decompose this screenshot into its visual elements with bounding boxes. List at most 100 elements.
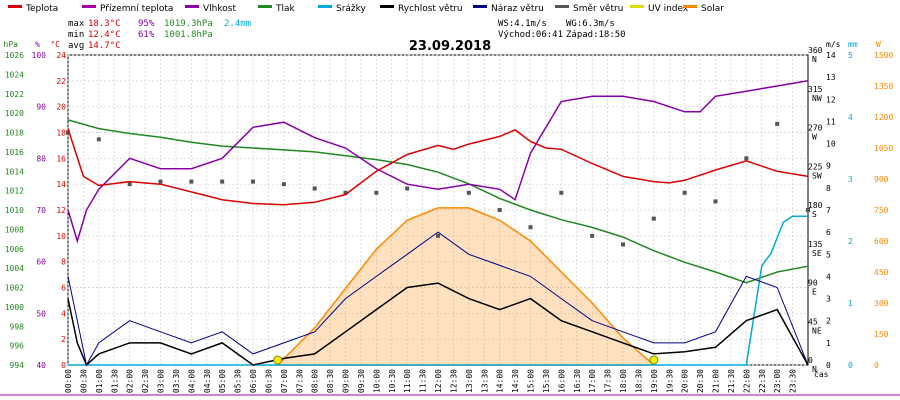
direction-degree-tick: 135 bbox=[808, 240, 823, 249]
x-tick-label: 23:00 bbox=[773, 369, 782, 393]
direction-compass-tick: S bbox=[812, 210, 817, 219]
hpa-axis-tick: 998 bbox=[10, 322, 25, 331]
x-tick-label: 05:30 bbox=[234, 369, 243, 393]
wind-direction-point bbox=[66, 130, 70, 135]
celsius-axis-tick: 24 bbox=[56, 51, 66, 60]
stats-min-label: min bbox=[68, 30, 84, 40]
ms-axis-tick: 7 bbox=[826, 206, 831, 215]
celsius-axis-tick: 22 bbox=[56, 77, 66, 86]
percent-axis-tick: 70 bbox=[36, 206, 46, 215]
w-axis-tick: 1350 bbox=[874, 82, 893, 91]
hpa-axis-tick: 1004 bbox=[5, 264, 24, 273]
hpa-axis-tick: 1010 bbox=[5, 206, 24, 215]
x-tick-label: 21:30 bbox=[727, 369, 736, 393]
x-tick-label: 00:30 bbox=[79, 369, 88, 393]
ms-axis-tick: 3 bbox=[826, 295, 831, 304]
legend-swatch-2 bbox=[185, 5, 199, 8]
percent-axis-tick: 90 bbox=[36, 103, 46, 112]
celsius-axis-tick: 2 bbox=[61, 335, 66, 344]
stats-max-label: max bbox=[68, 19, 85, 29]
direction-degree-tick: 315 bbox=[808, 85, 823, 94]
legend-swatch-6 bbox=[473, 5, 487, 8]
stats-panel: max 18.3°C 95% 1019.3hPa 2.4mm min 12.4°… bbox=[68, 19, 626, 51]
series-humidity bbox=[67, 80, 809, 244]
direction-compass-tick: N bbox=[812, 365, 817, 374]
direction-degree-tick: 360 bbox=[808, 46, 823, 55]
legend: Teplota Přízemní teplota Vlhkost Tlak Srážky… bbox=[8, 4, 724, 14]
percent-axis-tick: 40 bbox=[36, 361, 46, 370]
percent-axis-tick: 50 bbox=[36, 309, 46, 318]
wind-direction-point bbox=[744, 156, 749, 161]
hpa-axis-label: hPa bbox=[4, 40, 19, 49]
x-tick-label: 03:30 bbox=[172, 369, 181, 393]
ms-axis-tick: 6 bbox=[826, 228, 831, 237]
hpa-axis-tick: 1012 bbox=[5, 187, 24, 196]
percent-axis-tick: 100 bbox=[32, 51, 47, 60]
x-tick-label: 16:30 bbox=[573, 369, 582, 393]
wind-direction-point bbox=[251, 179, 255, 184]
hpa-axis-tick: 994 bbox=[10, 361, 25, 370]
axes: 00:00 00:30 01:00 01:30 02:00 02:30 03:00 03:30… bbox=[0, 40, 900, 396]
legend-label-1: Přízemní teplota bbox=[100, 4, 173, 14]
x-tick-label: 07:30 bbox=[295, 369, 304, 393]
wind-direction-point bbox=[220, 179, 225, 184]
hpa-axis-tick: 1018 bbox=[5, 129, 24, 138]
stats-ws: WS:4.1m/s bbox=[498, 19, 547, 29]
celsius-axis-tick: 6 bbox=[61, 284, 66, 293]
stats-avg-temp: 14.7°C bbox=[88, 41, 121, 51]
direction-compass-tick: NE bbox=[812, 326, 822, 335]
x-tick-label: 08:30 bbox=[326, 369, 335, 393]
celsius-axis-tick: 0 bbox=[61, 361, 66, 370]
x-tick-label: 13:30 bbox=[480, 369, 489, 393]
legend-label-5: Rychlost větru bbox=[398, 4, 463, 14]
x-tick-label: 22:00 bbox=[742, 369, 751, 393]
wind-direction-point bbox=[775, 121, 780, 126]
w-axis-tick: 1500 bbox=[874, 51, 893, 60]
hpa-axis-tick: 996 bbox=[10, 342, 25, 351]
x-tick-label: 14:30 bbox=[511, 369, 520, 393]
ms-axis-tick: 11 bbox=[826, 117, 836, 126]
celsius-axis-tick: 8 bbox=[61, 258, 66, 267]
stats-min-hum: 61% bbox=[138, 30, 155, 40]
direction-degree-tick: 90 bbox=[808, 279, 818, 288]
legend-swatch-3 bbox=[258, 5, 272, 8]
wind-direction-point bbox=[189, 179, 194, 184]
wind-direction-point bbox=[682, 190, 687, 195]
legend-label-6: Náraz větru bbox=[491, 4, 544, 14]
ms-axis-tick: 5 bbox=[826, 250, 831, 259]
stats-min-temp: 12.4°C bbox=[88, 30, 121, 40]
stats-max-press: 1019.3hPa bbox=[164, 19, 213, 29]
x-tick-label: 10:00 bbox=[372, 369, 381, 393]
legend-swatch-1 bbox=[82, 5, 96, 8]
wind-direction-point bbox=[806, 208, 810, 212]
direction-degree-tick: 0 bbox=[808, 356, 813, 365]
wind-direction-point bbox=[590, 233, 595, 238]
ms-axis-tick: 4 bbox=[826, 272, 831, 281]
w-axis-tick: 300 bbox=[874, 299, 889, 308]
legend-label-9: Solar bbox=[701, 4, 724, 14]
legend-swatch-8 bbox=[630, 5, 644, 8]
ms-axis-label: m/s bbox=[826, 40, 841, 49]
legend-label-2: Vlhkost bbox=[203, 4, 236, 14]
direction-compass-tick: SW bbox=[812, 171, 822, 180]
mm-axis-tick: 2 bbox=[848, 237, 853, 246]
hpa-axis-tick: 1014 bbox=[5, 167, 24, 176]
mm-axis-tick: 1 bbox=[848, 299, 853, 308]
x-tick-label: 18:30 bbox=[634, 369, 643, 393]
percent-axis-tick: 80 bbox=[36, 154, 46, 163]
x-tick-label: 04:00 bbox=[187, 369, 196, 393]
mm-axis-tick: 4 bbox=[848, 113, 853, 122]
legend-label-7: Směr větru bbox=[573, 4, 623, 14]
wind-direction-point bbox=[651, 216, 656, 221]
ms-axis-tick: 1 bbox=[826, 339, 831, 348]
wind-direction-point bbox=[436, 233, 440, 238]
x-tick-label: 15:00 bbox=[527, 369, 536, 393]
ms-axis-tick: 0 bbox=[826, 361, 831, 370]
ms-axis-tick: 13 bbox=[826, 73, 836, 82]
legend-label-0: Teplota bbox=[25, 4, 58, 14]
x-tick-label: 06:30 bbox=[264, 369, 273, 393]
wind-direction-point bbox=[312, 186, 317, 191]
wind-direction-point bbox=[374, 190, 379, 195]
w-axis-tick: 900 bbox=[874, 175, 889, 184]
x-tick-label: 14:00 bbox=[496, 369, 505, 393]
